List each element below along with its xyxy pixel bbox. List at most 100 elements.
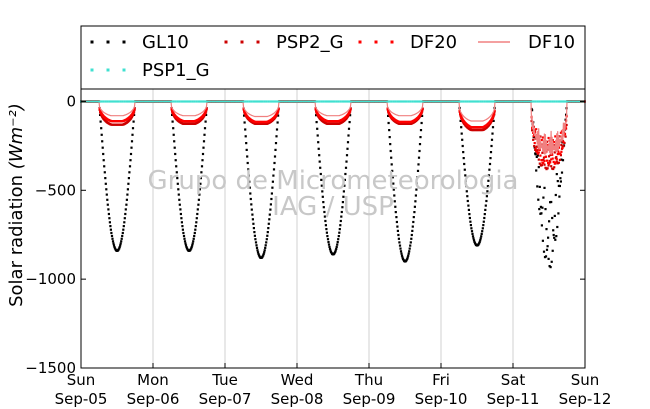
y-tick-label: −500 (35, 181, 76, 199)
data-point (467, 208, 470, 211)
data-point (327, 243, 331, 246)
data-point (180, 217, 183, 220)
data-point (448, 100, 451, 103)
data-point (180, 100, 183, 103)
data-point (324, 219, 327, 223)
data-point (273, 155, 277, 158)
data-point (410, 237, 413, 240)
data-point (551, 216, 554, 220)
data-point (129, 100, 132, 103)
data-point (573, 100, 576, 103)
data-point (555, 156, 558, 159)
data-point (249, 197, 252, 201)
data-point (245, 148, 248, 151)
data-point (184, 100, 188, 103)
data-point (386, 107, 389, 110)
data-point (347, 100, 350, 103)
data-point (553, 141, 556, 144)
data-point (343, 178, 346, 181)
data-point (339, 100, 342, 103)
data-point (558, 184, 561, 188)
legend-marker (106, 40, 110, 44)
data-point (109, 225, 112, 228)
data-point (575, 100, 578, 103)
data-point (534, 148, 537, 151)
data-point (268, 218, 271, 221)
data-point (549, 161, 552, 164)
data-point (414, 194, 417, 197)
y-tick-label: −1500 (25, 359, 76, 377)
data-point (543, 163, 546, 166)
data-point (565, 100, 568, 103)
data-point (479, 100, 482, 103)
data-point (420, 111, 423, 114)
data-point (156, 100, 159, 103)
data-point (349, 107, 352, 110)
data-point (341, 201, 344, 204)
data-point (168, 100, 171, 103)
data-point (246, 155, 249, 158)
data-point (405, 100, 408, 103)
data-point (538, 148, 541, 151)
data-point (192, 237, 195, 240)
data-point (563, 132, 567, 135)
data-point (133, 107, 136, 110)
data-point (175, 165, 178, 168)
data-point (264, 244, 267, 247)
data-point (131, 127, 135, 130)
legend-marker (122, 40, 126, 44)
data-point (532, 135, 535, 138)
data-point (550, 200, 553, 204)
data-point (537, 198, 540, 201)
data-point (427, 100, 430, 103)
data-point (557, 212, 560, 215)
legend: GL10 PSP2_G DF20 DF10 PSP1_G (80, 25, 586, 90)
data-point (234, 100, 237, 103)
data-point (547, 236, 550, 239)
data-point (413, 205, 416, 208)
data-point (355, 100, 358, 103)
data-point (376, 100, 379, 103)
data-point (251, 218, 254, 221)
data-point (549, 153, 552, 156)
data-point (106, 203, 109, 206)
data-point (321, 195, 324, 198)
data-point (250, 203, 253, 206)
data-point (259, 100, 262, 103)
data-point (509, 100, 513, 103)
data-point (318, 160, 321, 163)
data-point (421, 107, 424, 110)
data-point (412, 216, 415, 219)
data-point (431, 100, 434, 103)
data-point (407, 252, 410, 255)
data-point (460, 126, 463, 129)
y-tick-label: −1000 (25, 270, 76, 288)
data-point (553, 151, 556, 154)
data-point (248, 186, 251, 189)
data-point (178, 198, 181, 201)
data-point (522, 100, 525, 103)
data-point (261, 100, 264, 103)
data-point (88, 100, 91, 103)
data-point (183, 237, 186, 240)
data-point (560, 158, 563, 161)
data-point (271, 180, 274, 183)
data-point (544, 208, 547, 211)
data-point (197, 203, 200, 206)
data-point (399, 250, 403, 253)
data-point (413, 100, 416, 103)
data-point (565, 127, 568, 130)
data-point (200, 165, 204, 168)
data-point (559, 152, 562, 155)
data-point (252, 222, 255, 225)
data-point (552, 229, 555, 232)
data-point (468, 216, 471, 220)
data-point (325, 231, 328, 234)
data-point (107, 212, 110, 216)
data-point (199, 182, 202, 185)
data-point (559, 100, 562, 103)
data-point (543, 159, 546, 162)
data-point (147, 100, 151, 103)
data-point (98, 107, 101, 110)
data-point (540, 138, 543, 142)
